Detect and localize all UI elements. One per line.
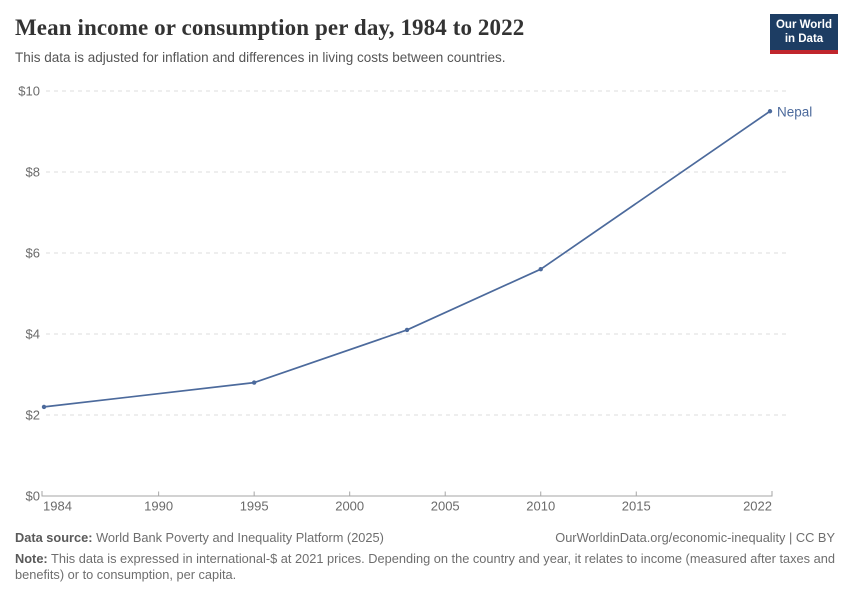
y-tick-label: $10: [18, 84, 40, 99]
x-axis-line: [41, 491, 773, 497]
data-point-marker: [538, 267, 543, 272]
y-tick-label: $0: [26, 489, 40, 504]
x-tick-label: 2022: [743, 499, 772, 514]
chart-subtitle: This data is adjusted for inflation and …: [15, 50, 506, 65]
chart-footer: Data source: World Bank Poverty and Ineq…: [15, 530, 835, 583]
x-tick-label: 2000: [335, 499, 364, 514]
series-line: [43, 110, 771, 408]
data-point-marker: [767, 109, 773, 114]
x-tick-label: 1984: [43, 499, 72, 514]
note-line: Note: This data is expressed in internat…: [15, 551, 835, 582]
owid-logo[interactable]: Our World in Data: [770, 14, 838, 54]
y-tick-label: $8: [26, 165, 40, 180]
note-text: This data is expressed in international-…: [15, 551, 835, 582]
x-tick-label: 1990: [144, 499, 173, 514]
y-tick-label: $6: [26, 246, 40, 261]
chart-header: Mean income or consumption per day, 1984…: [15, 15, 755, 65]
y-tick-label: $4: [26, 327, 40, 342]
note-label: Note:: [15, 551, 48, 566]
data-source-line: Data source: World Bank Poverty and Ineq…: [15, 530, 384, 546]
data-point-marker: [41, 404, 47, 410]
page-title: Mean income or consumption per day, 1984…: [15, 15, 525, 40]
owid-logo-line2: in Data: [784, 32, 824, 45]
data-source-label: Data source:: [15, 530, 93, 545]
attribution-link[interactable]: OurWorldinData.org/economic-inequality |…: [555, 530, 835, 545]
series-end-label: Nepal: [777, 104, 812, 119]
x-tick-label: 2015: [622, 499, 651, 514]
data-source-text: World Bank Poverty and Inequality Platfo…: [92, 530, 384, 545]
x-tick-label: 1995: [240, 499, 269, 514]
y-tick-label: $2: [26, 408, 40, 423]
owid-logo-line1: Our World: [775, 19, 832, 31]
data-point-marker: [251, 380, 257, 385]
x-tick-label: 2010: [526, 499, 555, 514]
data-point-marker: [404, 327, 410, 333]
x-tick-label: 2005: [431, 499, 460, 514]
